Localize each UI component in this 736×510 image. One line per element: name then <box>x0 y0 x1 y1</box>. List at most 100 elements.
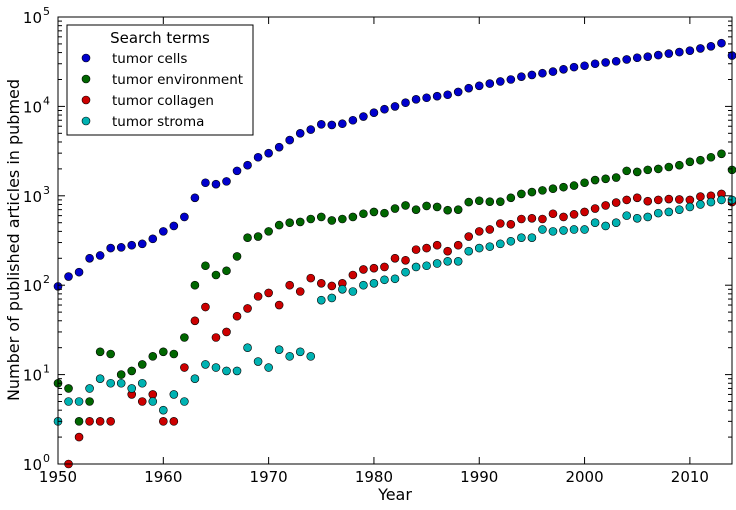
data-point <box>201 360 210 369</box>
data-point <box>569 225 579 234</box>
data-point <box>348 115 358 125</box>
data-point <box>253 232 263 241</box>
data-point <box>527 233 537 242</box>
data-point <box>611 173 621 182</box>
data-point <box>306 273 316 283</box>
y-tick-label: 10 <box>23 277 42 295</box>
data-point <box>127 384 137 393</box>
data-point <box>653 208 663 218</box>
data-point <box>464 83 474 93</box>
data-point <box>169 349 179 359</box>
data-point <box>496 197 505 206</box>
data-point <box>601 221 610 231</box>
data-point <box>180 363 189 372</box>
y-tick-label: 10 <box>23 367 42 385</box>
data-point <box>590 204 600 213</box>
data-point <box>116 370 126 379</box>
data-point <box>664 162 674 172</box>
data-point <box>359 265 368 274</box>
data-point <box>327 293 337 303</box>
data-point <box>190 316 200 326</box>
data-point <box>306 214 316 224</box>
data-point <box>316 295 326 305</box>
series-tumor-stroma <box>53 195 736 426</box>
data-point <box>180 212 189 222</box>
data-point <box>380 208 389 218</box>
data-point <box>432 91 442 101</box>
y-tick-exponent: 5 <box>43 5 50 18</box>
data-point <box>527 187 537 197</box>
data-point <box>348 287 358 296</box>
data-point <box>548 67 558 76</box>
data-point <box>653 195 663 205</box>
data-point <box>685 202 695 212</box>
data-point <box>538 225 547 234</box>
data-point <box>580 225 589 234</box>
data-point <box>696 155 705 165</box>
data-point <box>180 333 189 342</box>
data-point <box>390 253 400 263</box>
x-axis-label: Year <box>377 485 412 504</box>
data-point <box>717 195 726 205</box>
data-point <box>569 62 579 72</box>
data-point <box>401 201 410 210</box>
series-tumor-cells <box>53 38 736 291</box>
data-point <box>706 197 716 207</box>
data-point <box>675 160 684 170</box>
y-tick-exponent: 3 <box>43 184 50 197</box>
legend-label: tumor cells <box>112 51 187 67</box>
data-point <box>137 397 147 406</box>
data-point <box>622 55 631 64</box>
data-point <box>232 311 242 321</box>
data-point <box>159 405 168 415</box>
y-tick-exponent: 4 <box>43 94 50 107</box>
data-point <box>285 135 294 145</box>
data-point <box>517 72 526 81</box>
x-tick-label: 1960 <box>144 468 182 486</box>
data-point <box>211 179 221 189</box>
data-point <box>137 360 147 369</box>
y-tick-label: 10 <box>23 9 42 27</box>
x-tick-label: 2010 <box>671 468 709 486</box>
x-tick-label: 1970 <box>250 468 288 486</box>
data-point <box>643 196 653 206</box>
data-point <box>306 125 316 134</box>
data-point <box>506 236 516 246</box>
data-point <box>380 262 389 272</box>
data-point <box>169 390 179 399</box>
data-point <box>622 195 631 205</box>
data-point <box>95 251 105 260</box>
data-point <box>222 177 231 186</box>
data-point <box>327 281 337 291</box>
data-point <box>253 357 263 366</box>
data-point <box>580 207 589 217</box>
data-point <box>401 98 410 107</box>
data-point <box>253 292 263 301</box>
data-point <box>696 200 705 209</box>
data-point <box>517 214 526 224</box>
data-point <box>443 257 452 266</box>
data-point <box>285 280 294 290</box>
data-point <box>306 352 316 361</box>
y-tick-exponent: 0 <box>43 452 50 465</box>
data-point <box>696 192 705 201</box>
data-point <box>264 227 273 236</box>
data-point <box>274 220 284 230</box>
data-point <box>496 77 505 86</box>
data-point <box>327 216 337 225</box>
data-point <box>474 227 484 236</box>
data-point <box>222 327 231 337</box>
data-point <box>506 75 516 84</box>
data-point <box>95 347 105 357</box>
data-point <box>316 120 326 129</box>
data-point <box>190 193 200 203</box>
x-tick-label: 1950 <box>39 468 77 486</box>
data-point <box>580 61 589 71</box>
data-point <box>74 417 84 426</box>
data-point <box>274 345 284 354</box>
data-point <box>548 227 558 236</box>
data-point <box>464 232 474 241</box>
data-point <box>316 212 326 222</box>
data-point <box>390 274 400 284</box>
